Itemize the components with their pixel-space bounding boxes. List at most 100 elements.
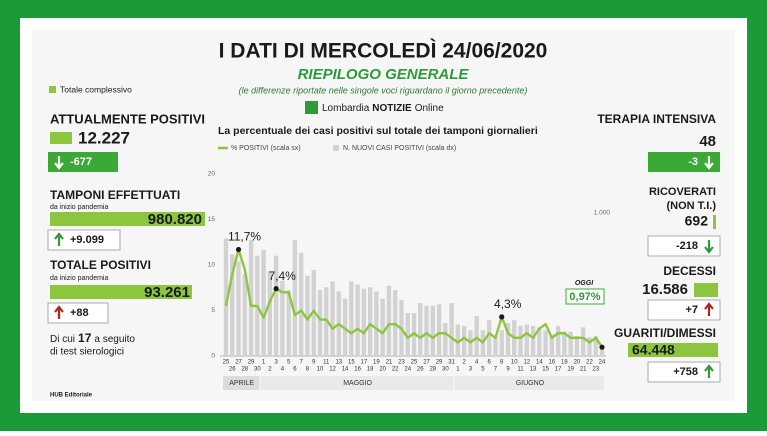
x-tick-label: 4 (475, 360, 479, 366)
y-tick-label: 20 (208, 171, 216, 178)
x-tick-label: 23 (398, 360, 405, 366)
x-tick-label: 31 (448, 360, 455, 366)
stat-label: ATTUALMENTE POSITIVI (50, 111, 205, 126)
bar (242, 274, 247, 356)
stat-value: 93.261 (144, 284, 190, 301)
x-tick-label: 18 (561, 360, 568, 366)
x-tick-label: 12 (329, 367, 336, 373)
bar (267, 271, 273, 356)
stat-bar (50, 285, 192, 299)
change-value: -3 (688, 156, 698, 168)
stat-bar (50, 212, 205, 226)
bar (292, 239, 298, 356)
x-tick-label: 10 (317, 367, 324, 373)
bar (474, 315, 479, 356)
bar (299, 252, 304, 356)
month-cell (223, 376, 260, 390)
change-box (47, 229, 121, 251)
legend-label: N. NUOVI CASI POSITIVI (scala dx) (343, 145, 456, 152)
footnote-number: 17 (78, 331, 92, 345)
bar (461, 325, 467, 356)
footnote: Di cui 17 a seguito (50, 331, 135, 345)
x-tick-label: 22 (392, 367, 399, 373)
legend-label: % POSITIVI (scala sx) (231, 145, 301, 152)
stat-bar (628, 343, 718, 357)
change-value: +9.099 (70, 234, 104, 246)
bar (455, 324, 461, 356)
bar (581, 327, 586, 356)
month-label: GIUGNO (516, 380, 545, 387)
change-box (47, 302, 109, 324)
arrow (54, 305, 64, 319)
x-tick-label: 29 (248, 360, 255, 366)
bar (487, 320, 492, 356)
bar (574, 335, 580, 356)
source: HUB Editoriale (50, 393, 93, 399)
x-tick-label: 21 (386, 360, 393, 366)
legend-swatch (49, 86, 56, 93)
x-tick-label: 24 (404, 367, 411, 373)
x-tick-label: 5 (287, 360, 291, 366)
y-tick-label: 0 (211, 353, 215, 360)
x-tick-label: 20 (379, 367, 386, 373)
value-label: 7,4% (268, 269, 296, 283)
x-tick-label: 28 (429, 367, 436, 373)
stat-sublabel: (NON T.I.) (667, 200, 717, 212)
x-tick-label: 20 (574, 360, 581, 366)
bar (374, 291, 379, 356)
bar (555, 325, 561, 356)
bar (449, 302, 454, 356)
arrow (704, 302, 714, 316)
change-value: +758 (673, 366, 698, 378)
point (599, 344, 605, 350)
x-tick-label: 25 (223, 360, 230, 366)
stat-bar (50, 132, 72, 144)
stat-value: 16.586 (642, 281, 688, 298)
arrow (704, 364, 714, 378)
x-tick-label: 30 (254, 367, 261, 373)
chart-title: La percentuale dei casi positivi sul tot… (218, 125, 538, 137)
bar (430, 305, 435, 356)
line (224, 248, 603, 348)
stat-label: RICOVERATI (649, 186, 716, 198)
arrow (704, 156, 714, 170)
bar (248, 239, 254, 356)
bar (530, 325, 536, 356)
stat-label: TOTALE POSITIVI (50, 258, 151, 272)
x-tick-label: 17 (555, 367, 562, 373)
logo-text: Lombardia (322, 103, 370, 114)
x-tick-label: 19 (373, 360, 380, 366)
x-tick-label: 4 (281, 367, 285, 373)
x-tick-label: 1 (456, 367, 460, 373)
x-tick-label: 8 (500, 360, 504, 366)
x-tick-label: 30 (442, 367, 449, 373)
x-tick-label: 2 (268, 367, 272, 373)
x-tick-label: 25 (411, 360, 418, 366)
x-tick-label: 21 (580, 367, 587, 373)
change-value: -677 (70, 156, 92, 168)
logo: Lombardia NOTIZIE Online (322, 103, 444, 114)
x-tick-label: 26 (417, 367, 424, 373)
x-tick-label: 16 (354, 367, 361, 373)
bar (367, 287, 373, 356)
x-tick-label: 2 (462, 360, 466, 366)
logo-suffix: Online (415, 103, 444, 114)
bar (223, 238, 229, 356)
x-tick-label: 6 (293, 367, 297, 373)
annotation: OGGI (575, 280, 594, 287)
point (499, 314, 505, 320)
bar (587, 337, 592, 356)
stat-bar (713, 215, 716, 229)
x-tick-label: 19 (567, 367, 574, 373)
change-box (647, 235, 721, 257)
x-tick-label: 22 (586, 360, 593, 366)
stat-label: TERAPIA INTENSIVA (597, 112, 716, 126)
bar (280, 280, 285, 356)
bar (380, 298, 385, 356)
x-tick-label: 14 (342, 367, 349, 373)
arrow (54, 232, 64, 246)
footnote-line2: di test sierologici (50, 347, 124, 358)
stat-sublabel: da inizio pandemia (50, 204, 108, 211)
x-tick-label: 9 (506, 367, 510, 373)
title: I DATI DI MERCOLEDÌ 24/06/2020 (219, 40, 548, 63)
